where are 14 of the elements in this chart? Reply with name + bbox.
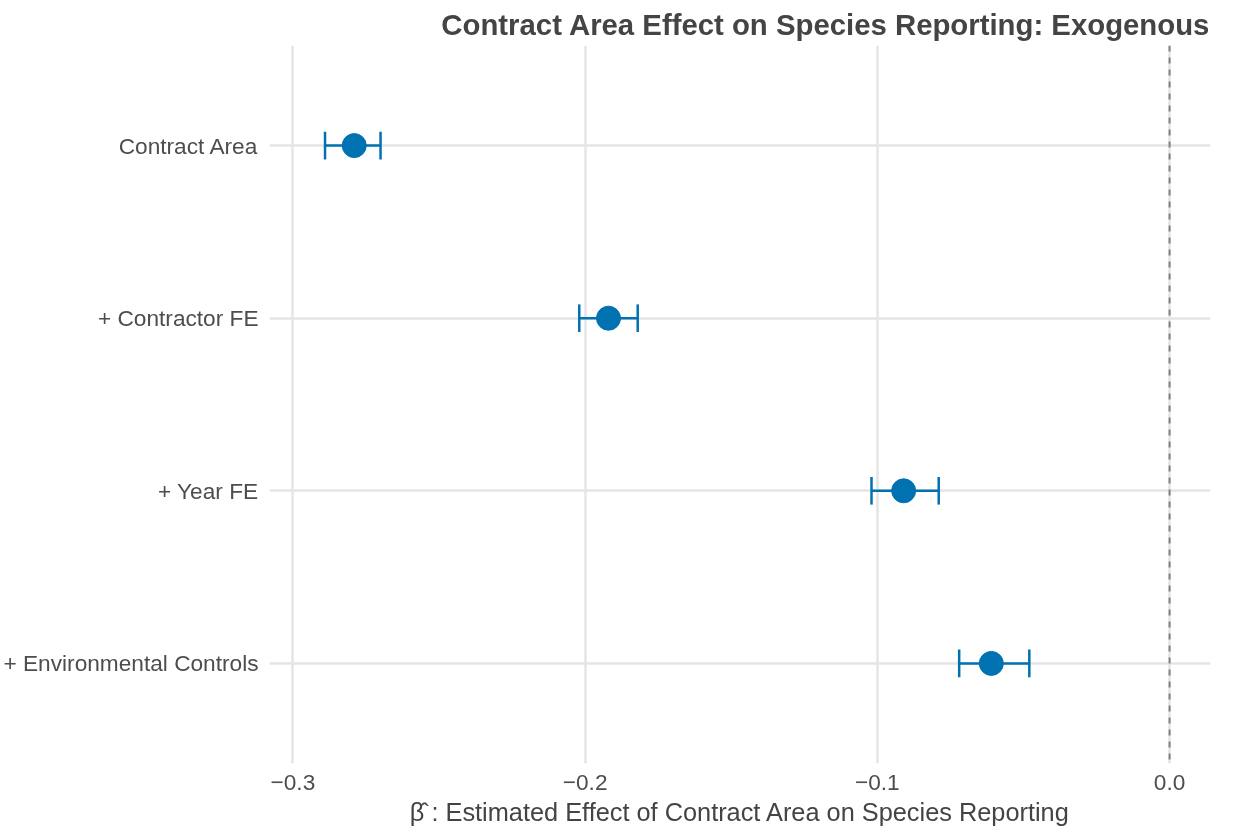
point <box>978 650 1004 676</box>
y-tick-label: + Contractor FE <box>97 305 259 332</box>
point <box>341 133 367 159</box>
y-tick-label: Contract Area <box>118 132 258 159</box>
x-tick-label: 0.0 <box>1153 768 1186 795</box>
x-axis-title: β̂ : Estimated Effect of Contract Area on Species Reporting <box>409 797 1069 826</box>
chart-title: Contract Area Effect on Species Reporting: Exogenous <box>441 7 1210 41</box>
x-tick-label: −0.1 <box>854 768 900 795</box>
point <box>891 478 917 504</box>
y-tick-label: + Environmental Controls <box>3 650 259 677</box>
x-tick-label: −0.3 <box>270 768 316 795</box>
x-tick-label: −0.2 <box>562 768 608 795</box>
y-tick-label: + Year FE <box>157 477 259 504</box>
point <box>595 305 621 331</box>
